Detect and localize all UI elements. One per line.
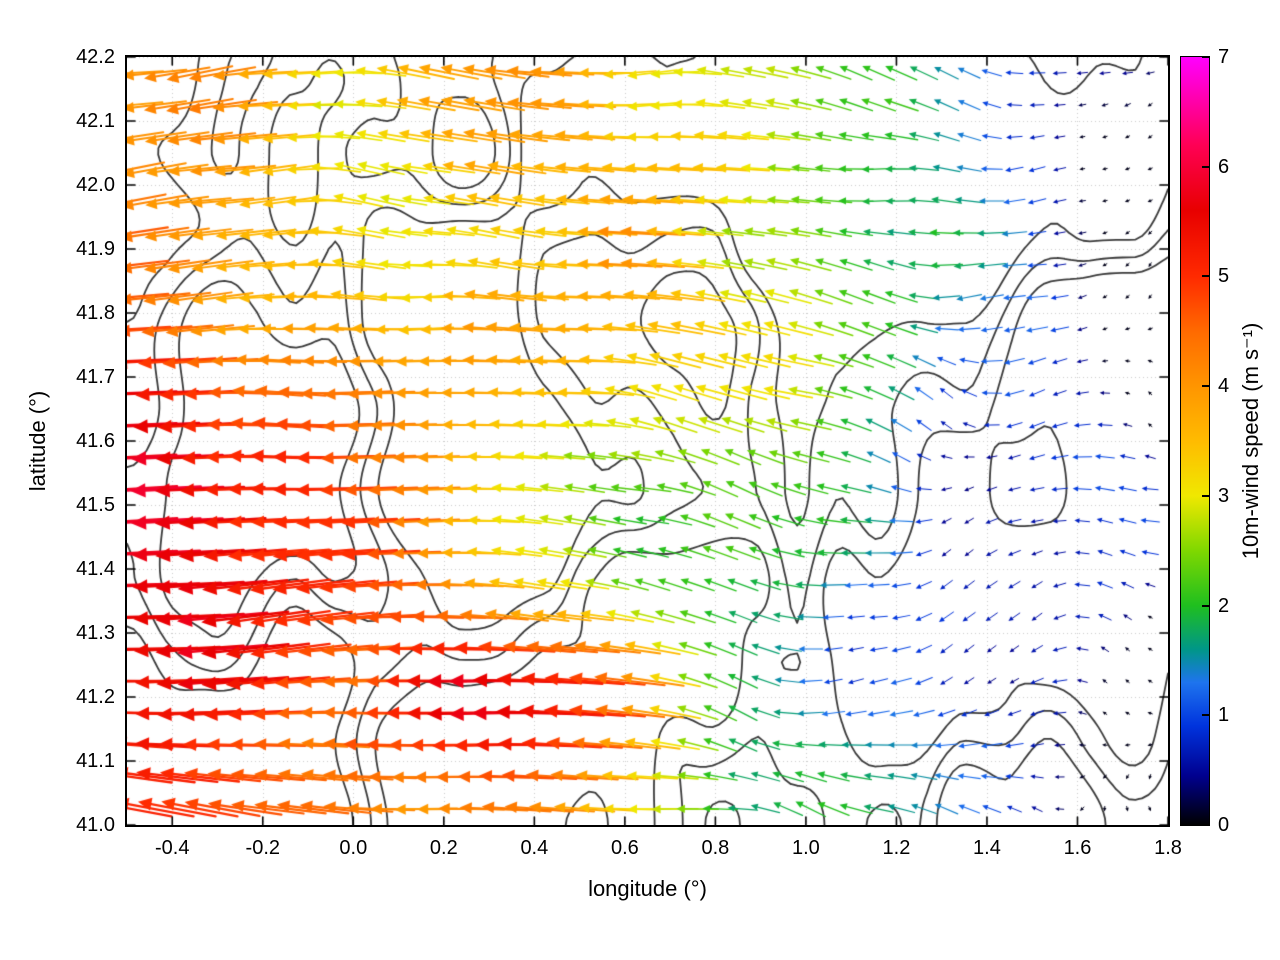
x-tick-label: 1.8 bbox=[1154, 837, 1182, 859]
x-tick-label: -0.4 bbox=[155, 837, 190, 859]
y-tick-label: 41.5 bbox=[76, 494, 115, 516]
y-tick-label: 42.0 bbox=[76, 174, 115, 196]
x-tick-label: 0.8 bbox=[701, 837, 730, 859]
x-tick-label: -0.2 bbox=[245, 837, 281, 859]
colorbar-tick bbox=[1202, 56, 1209, 58]
x-tick-label: 1.0 bbox=[792, 837, 820, 859]
y-tick-label: 41.8 bbox=[76, 302, 115, 324]
x-tick-label: 1.2 bbox=[882, 837, 911, 859]
colorbar-tick bbox=[1202, 275, 1209, 278]
colorbar-tick-label: 1 bbox=[1218, 704, 1230, 727]
plot-area bbox=[125, 55, 1170, 827]
y-tick-label: 41.2 bbox=[76, 686, 115, 708]
y-tick-label: 42.2 bbox=[76, 46, 115, 68]
y-tick-label: 41.1 bbox=[76, 750, 115, 772]
colorbar-tick-label: 5 bbox=[1218, 265, 1230, 288]
y-tick-label: 41.4 bbox=[76, 558, 115, 580]
colorbar-tick-label: 4 bbox=[1218, 375, 1230, 398]
y-tick-label: 41.9 bbox=[76, 238, 115, 260]
x-tick-label: 1.6 bbox=[1063, 837, 1092, 859]
y-tick-label: 41.0 bbox=[76, 814, 115, 836]
colorbar-label: 10m-wind speed (m s⁻¹) bbox=[1238, 322, 1263, 560]
colorbar-gradient bbox=[1180, 56, 1210, 826]
x-tick-label: 0.6 bbox=[610, 837, 639, 859]
colorbar-tick bbox=[1202, 385, 1209, 388]
quiver-plot-canvas bbox=[127, 57, 1168, 825]
y-tick-label: 41.6 bbox=[76, 430, 115, 452]
x-tick-label: 0.2 bbox=[429, 837, 458, 859]
colorbar-tick-label: 7 bbox=[1218, 46, 1230, 68]
y-tick-label: 42.1 bbox=[76, 110, 115, 132]
x-tick-label: 0.4 bbox=[520, 837, 549, 859]
y-tick-label: 41.3 bbox=[76, 622, 115, 644]
x-tick-label: 0.0 bbox=[339, 837, 368, 859]
colorbar-tick bbox=[1202, 824, 1209, 826]
colorbar-tick bbox=[1202, 604, 1209, 607]
y-tick-label: 41.7 bbox=[76, 366, 115, 388]
colorbar-tick bbox=[1202, 714, 1209, 717]
colorbar-tick-label: 3 bbox=[1218, 484, 1230, 507]
colorbar-tick bbox=[1202, 165, 1209, 168]
x-axis-label: longitude (°) bbox=[588, 876, 707, 901]
colorbar-tick bbox=[1202, 494, 1209, 497]
y-axis-label: latitude (°) bbox=[25, 390, 50, 492]
colorbar-tick-label: 2 bbox=[1218, 594, 1230, 617]
colorbar-tick-label: 0 bbox=[1218, 814, 1230, 836]
colorbar-tick-label: 6 bbox=[1218, 155, 1230, 178]
x-tick-label: 1.4 bbox=[973, 837, 1001, 859]
